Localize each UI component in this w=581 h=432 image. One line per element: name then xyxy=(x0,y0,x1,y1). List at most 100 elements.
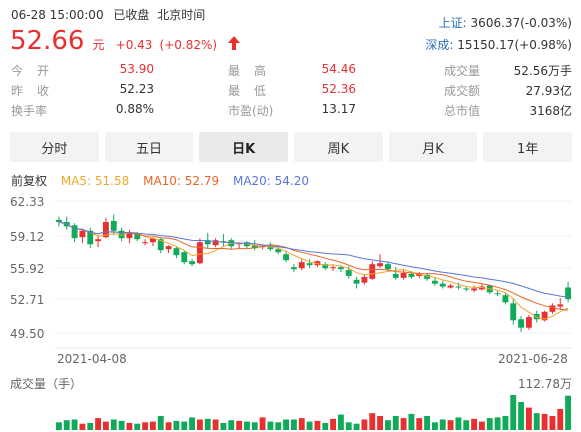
volume-bar xyxy=(408,413,415,430)
candle-body xyxy=(165,246,172,250)
volume-bar xyxy=(290,419,297,430)
current-price: 52.66 xyxy=(10,26,85,56)
candle-body xyxy=(298,262,305,269)
ma20-line xyxy=(58,221,569,298)
candle-body xyxy=(87,230,94,245)
candle-body xyxy=(267,247,274,250)
price-change: +0.43 xyxy=(115,38,153,52)
volume-bar xyxy=(361,419,368,430)
volume-bar xyxy=(275,422,282,430)
candle-body xyxy=(510,303,517,321)
tab-intraday[interactable]: 分时 xyxy=(10,132,99,162)
x-end-date: 2021-06-28 xyxy=(498,352,568,366)
candle-body xyxy=(173,248,180,256)
volume-bar xyxy=(337,414,344,430)
kline-chart[interactable]: 62.33 59.12 55.92 52.71 49.50 2021-04-08… xyxy=(0,190,581,432)
volume-bar xyxy=(212,419,219,430)
volume-bar xyxy=(110,419,117,430)
index-shenzhen[interactable]: 深成: 15150.17(+0.98%) xyxy=(425,36,572,53)
volume-bar xyxy=(189,417,196,430)
candle-body xyxy=(118,230,125,239)
volume-bar xyxy=(173,420,180,430)
candle-body xyxy=(196,242,203,264)
candle-body xyxy=(549,305,556,312)
candle-body xyxy=(79,230,86,238)
stat-volume-label: 成交量 xyxy=(444,64,481,78)
candle-body xyxy=(212,240,219,246)
volume-bar xyxy=(126,423,133,430)
candle-body xyxy=(463,288,470,290)
y-tick-label: 62.33 xyxy=(10,195,44,209)
volume-bar xyxy=(525,407,532,430)
candle-body xyxy=(71,225,78,239)
stat-pe-value: 13.17 xyxy=(321,102,356,116)
volume-bar xyxy=(118,420,125,430)
stat-high-value: 54.46 xyxy=(321,62,356,76)
volume-bar xyxy=(400,418,407,430)
y-tick-label: 49.50 xyxy=(10,327,44,341)
volume-bar xyxy=(322,423,329,430)
candle-body xyxy=(377,263,384,267)
volume-bar xyxy=(541,413,548,430)
volume-bar xyxy=(471,418,478,430)
tab-weekly-k[interactable]: 周K xyxy=(294,132,383,162)
stat-high-label: 最 高 xyxy=(228,64,268,78)
ma20-label: MA20: 54.20 xyxy=(232,174,310,188)
index-label: 深成: xyxy=(425,38,454,52)
candle-body xyxy=(416,273,423,276)
volume-bar xyxy=(518,402,525,430)
candle-body xyxy=(518,319,525,328)
volume-bar xyxy=(494,417,501,430)
stat-open-label: 今 开 xyxy=(11,64,51,78)
candle-body xyxy=(533,313,540,320)
volume-bar xyxy=(369,413,376,430)
stat-pe-label: 市盈(动) xyxy=(228,104,274,118)
candle-body xyxy=(134,234,141,240)
volume-bar xyxy=(431,422,438,430)
price-change-pct: (+0.82%) xyxy=(159,38,218,52)
candle-body xyxy=(471,288,478,291)
x-start-date: 2021-04-08 xyxy=(57,352,127,366)
up-arrow-icon xyxy=(228,36,241,50)
tab-monthly-k[interactable]: 月K xyxy=(388,132,478,162)
volume-bar xyxy=(345,422,352,430)
candle-body xyxy=(55,219,62,223)
volume-bar xyxy=(87,423,94,430)
y-tick-label: 55.92 xyxy=(10,262,44,276)
tab-one-year[interactable]: 1年 xyxy=(483,132,573,162)
tab-five-day[interactable]: 五日 xyxy=(104,132,194,162)
volume-bar xyxy=(455,417,462,430)
volume-bar xyxy=(95,418,102,430)
candle-body xyxy=(353,279,360,284)
volume-bar xyxy=(55,422,62,430)
index-shanghai[interactable]: 上证: 3606.37(-0.03%) xyxy=(439,14,572,31)
candle-body xyxy=(181,252,188,263)
candle-body xyxy=(236,243,243,245)
volume-bar xyxy=(251,422,258,430)
volume-bar xyxy=(236,420,243,430)
stat-prevclose-value: 52.23 xyxy=(119,82,154,96)
volume-bar xyxy=(549,416,556,430)
volume-bar xyxy=(283,419,290,430)
volume-bar xyxy=(165,422,172,430)
candle-body xyxy=(204,240,211,245)
volume-bar xyxy=(353,423,360,430)
quote-datetime: 06-28 15:00:00 xyxy=(11,8,104,22)
index-pct: (-0.03%) xyxy=(520,16,572,30)
period-tabs: 分时 五日 日K 周K 月K 1年 xyxy=(10,132,573,162)
tab-daily-k[interactable]: 日K xyxy=(199,132,289,162)
ma-legend: 前复权 MA5: 51.58 MA10: 52.79 MA20: 54.20 xyxy=(11,172,319,189)
index-pct: (+0.98%) xyxy=(514,38,572,52)
volume-bar xyxy=(228,420,235,430)
candle-body xyxy=(189,261,196,265)
candle-body xyxy=(126,232,133,239)
volume-bar xyxy=(71,419,78,430)
candle-body xyxy=(400,273,407,278)
stat-turnover-label: 换手率 xyxy=(11,104,48,118)
candle-body xyxy=(392,273,399,278)
adjustment-label[interactable]: 前复权 xyxy=(11,174,48,188)
volume-bar xyxy=(298,418,305,430)
candle-body xyxy=(95,239,102,242)
candle-body xyxy=(330,267,337,269)
candle-body xyxy=(361,276,368,283)
